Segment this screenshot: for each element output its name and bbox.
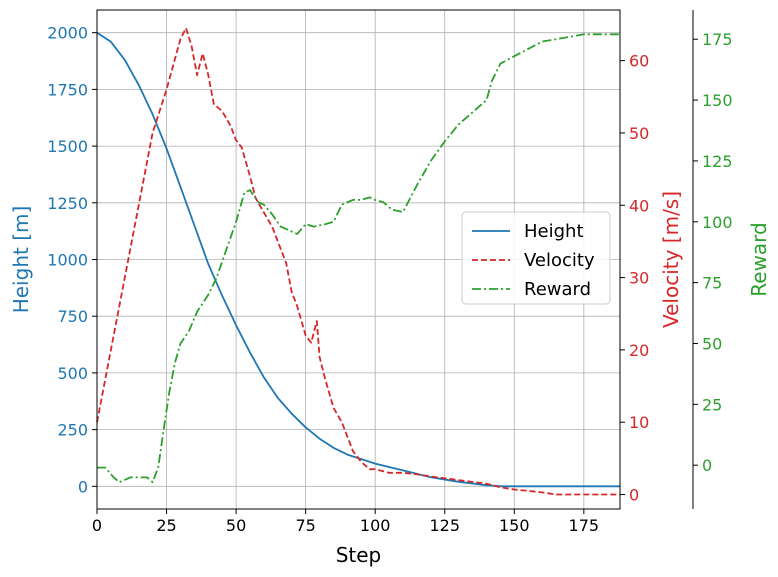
y-tick-label-velocity: 40 bbox=[629, 196, 649, 215]
y-tick-label-velocity: 60 bbox=[629, 52, 649, 71]
y-tick-label-height: 2000 bbox=[47, 24, 88, 43]
legend-label-height: Height bbox=[524, 221, 584, 242]
x-tick-label: 75 bbox=[295, 516, 315, 535]
y-tick-label-velocity: 10 bbox=[629, 413, 649, 432]
series-line-reward bbox=[97, 33, 620, 484]
y-tick-label-reward: 125 bbox=[702, 152, 733, 171]
x-tick-label: 50 bbox=[226, 516, 246, 535]
legend-label-reward: Reward bbox=[524, 279, 591, 300]
y-tick-label-reward: 175 bbox=[702, 30, 733, 49]
axes: 0 25 50 75 100 125 150 175025050075010001250150… bbox=[47, 10, 733, 535]
y-tick-label-velocity: 0 bbox=[629, 486, 639, 505]
y-tick-label-height: 1750 bbox=[47, 80, 88, 99]
y-tick-label-reward: 150 bbox=[702, 91, 733, 110]
y-tick-label-height: 500 bbox=[57, 364, 88, 383]
y-axis-label-velocity: Velocity [m/s] bbox=[659, 191, 683, 328]
y-tick-label-height: 1250 bbox=[47, 194, 88, 213]
y-tick-label-velocity: 50 bbox=[629, 124, 649, 143]
x-tick-label: 175 bbox=[569, 516, 600, 535]
y-tick-label-reward: 100 bbox=[702, 213, 733, 232]
x-tick-label: 100 bbox=[360, 516, 391, 535]
series-lines bbox=[96, 27, 620, 496]
legend-box bbox=[461, 211, 611, 305]
y-tick-label-height: 1500 bbox=[47, 137, 88, 156]
y-tick-label-height: 250 bbox=[57, 421, 88, 440]
x-tick-label: 125 bbox=[429, 516, 460, 535]
series-line-velocity bbox=[96, 27, 620, 496]
y-tick-label-velocity: 30 bbox=[629, 269, 649, 288]
y-axis-label-height: Height [m] bbox=[9, 206, 33, 314]
x-tick-label: 25 bbox=[156, 516, 176, 535]
y-tick-label-height: 0 bbox=[78, 477, 88, 496]
legend: Height Velocity Reward bbox=[461, 211, 611, 305]
x-tick-label: 0 bbox=[92, 516, 102, 535]
y-tick-label-reward: 25 bbox=[702, 395, 722, 414]
y-tick-label-velocity: 20 bbox=[629, 341, 649, 360]
y-axis-label-reward: Reward bbox=[747, 222, 771, 296]
x-axis-label: Step bbox=[336, 543, 382, 567]
y-tick-label-reward: 0 bbox=[702, 456, 712, 475]
y-tick-label-reward: 75 bbox=[702, 274, 722, 293]
x-tick-label: 150 bbox=[499, 516, 530, 535]
y-tick-label-height: 750 bbox=[57, 307, 88, 326]
series-line-height bbox=[96, 31, 620, 488]
y-tick-label-reward: 50 bbox=[702, 334, 722, 353]
y-tick-label-height: 1000 bbox=[47, 251, 88, 270]
legend-label-velocity: Velocity bbox=[524, 250, 595, 271]
